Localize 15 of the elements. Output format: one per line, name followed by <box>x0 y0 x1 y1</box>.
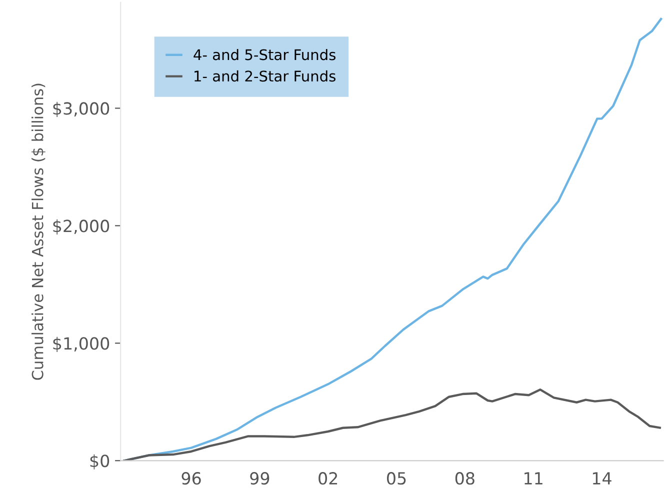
y-tick-label: $2,000 <box>53 219 110 234</box>
y-axis-title: Cumulative Net Asset Flows ($ billions) <box>32 84 46 380</box>
x-tick-label: 99 <box>250 472 270 485</box>
x-tick-label: 08 <box>455 472 474 485</box>
y-tick-label: $3,000 <box>53 102 110 117</box>
legend-label: 4- and 5-Star Funds <box>194 48 336 60</box>
x-tick-label: 02 <box>318 472 338 485</box>
line-series <box>123 388 661 461</box>
x-tick-label: 96 <box>182 472 201 485</box>
legend-label: 1- and 2-Star Funds <box>194 70 336 82</box>
y-tick-label: $1,000 <box>53 336 110 352</box>
y-tick-label: $0 <box>90 454 110 470</box>
x-tick-label: 11 <box>524 472 542 484</box>
x-tick-label: 05 <box>387 472 406 485</box>
x-tick-label: 14 <box>592 472 612 484</box>
